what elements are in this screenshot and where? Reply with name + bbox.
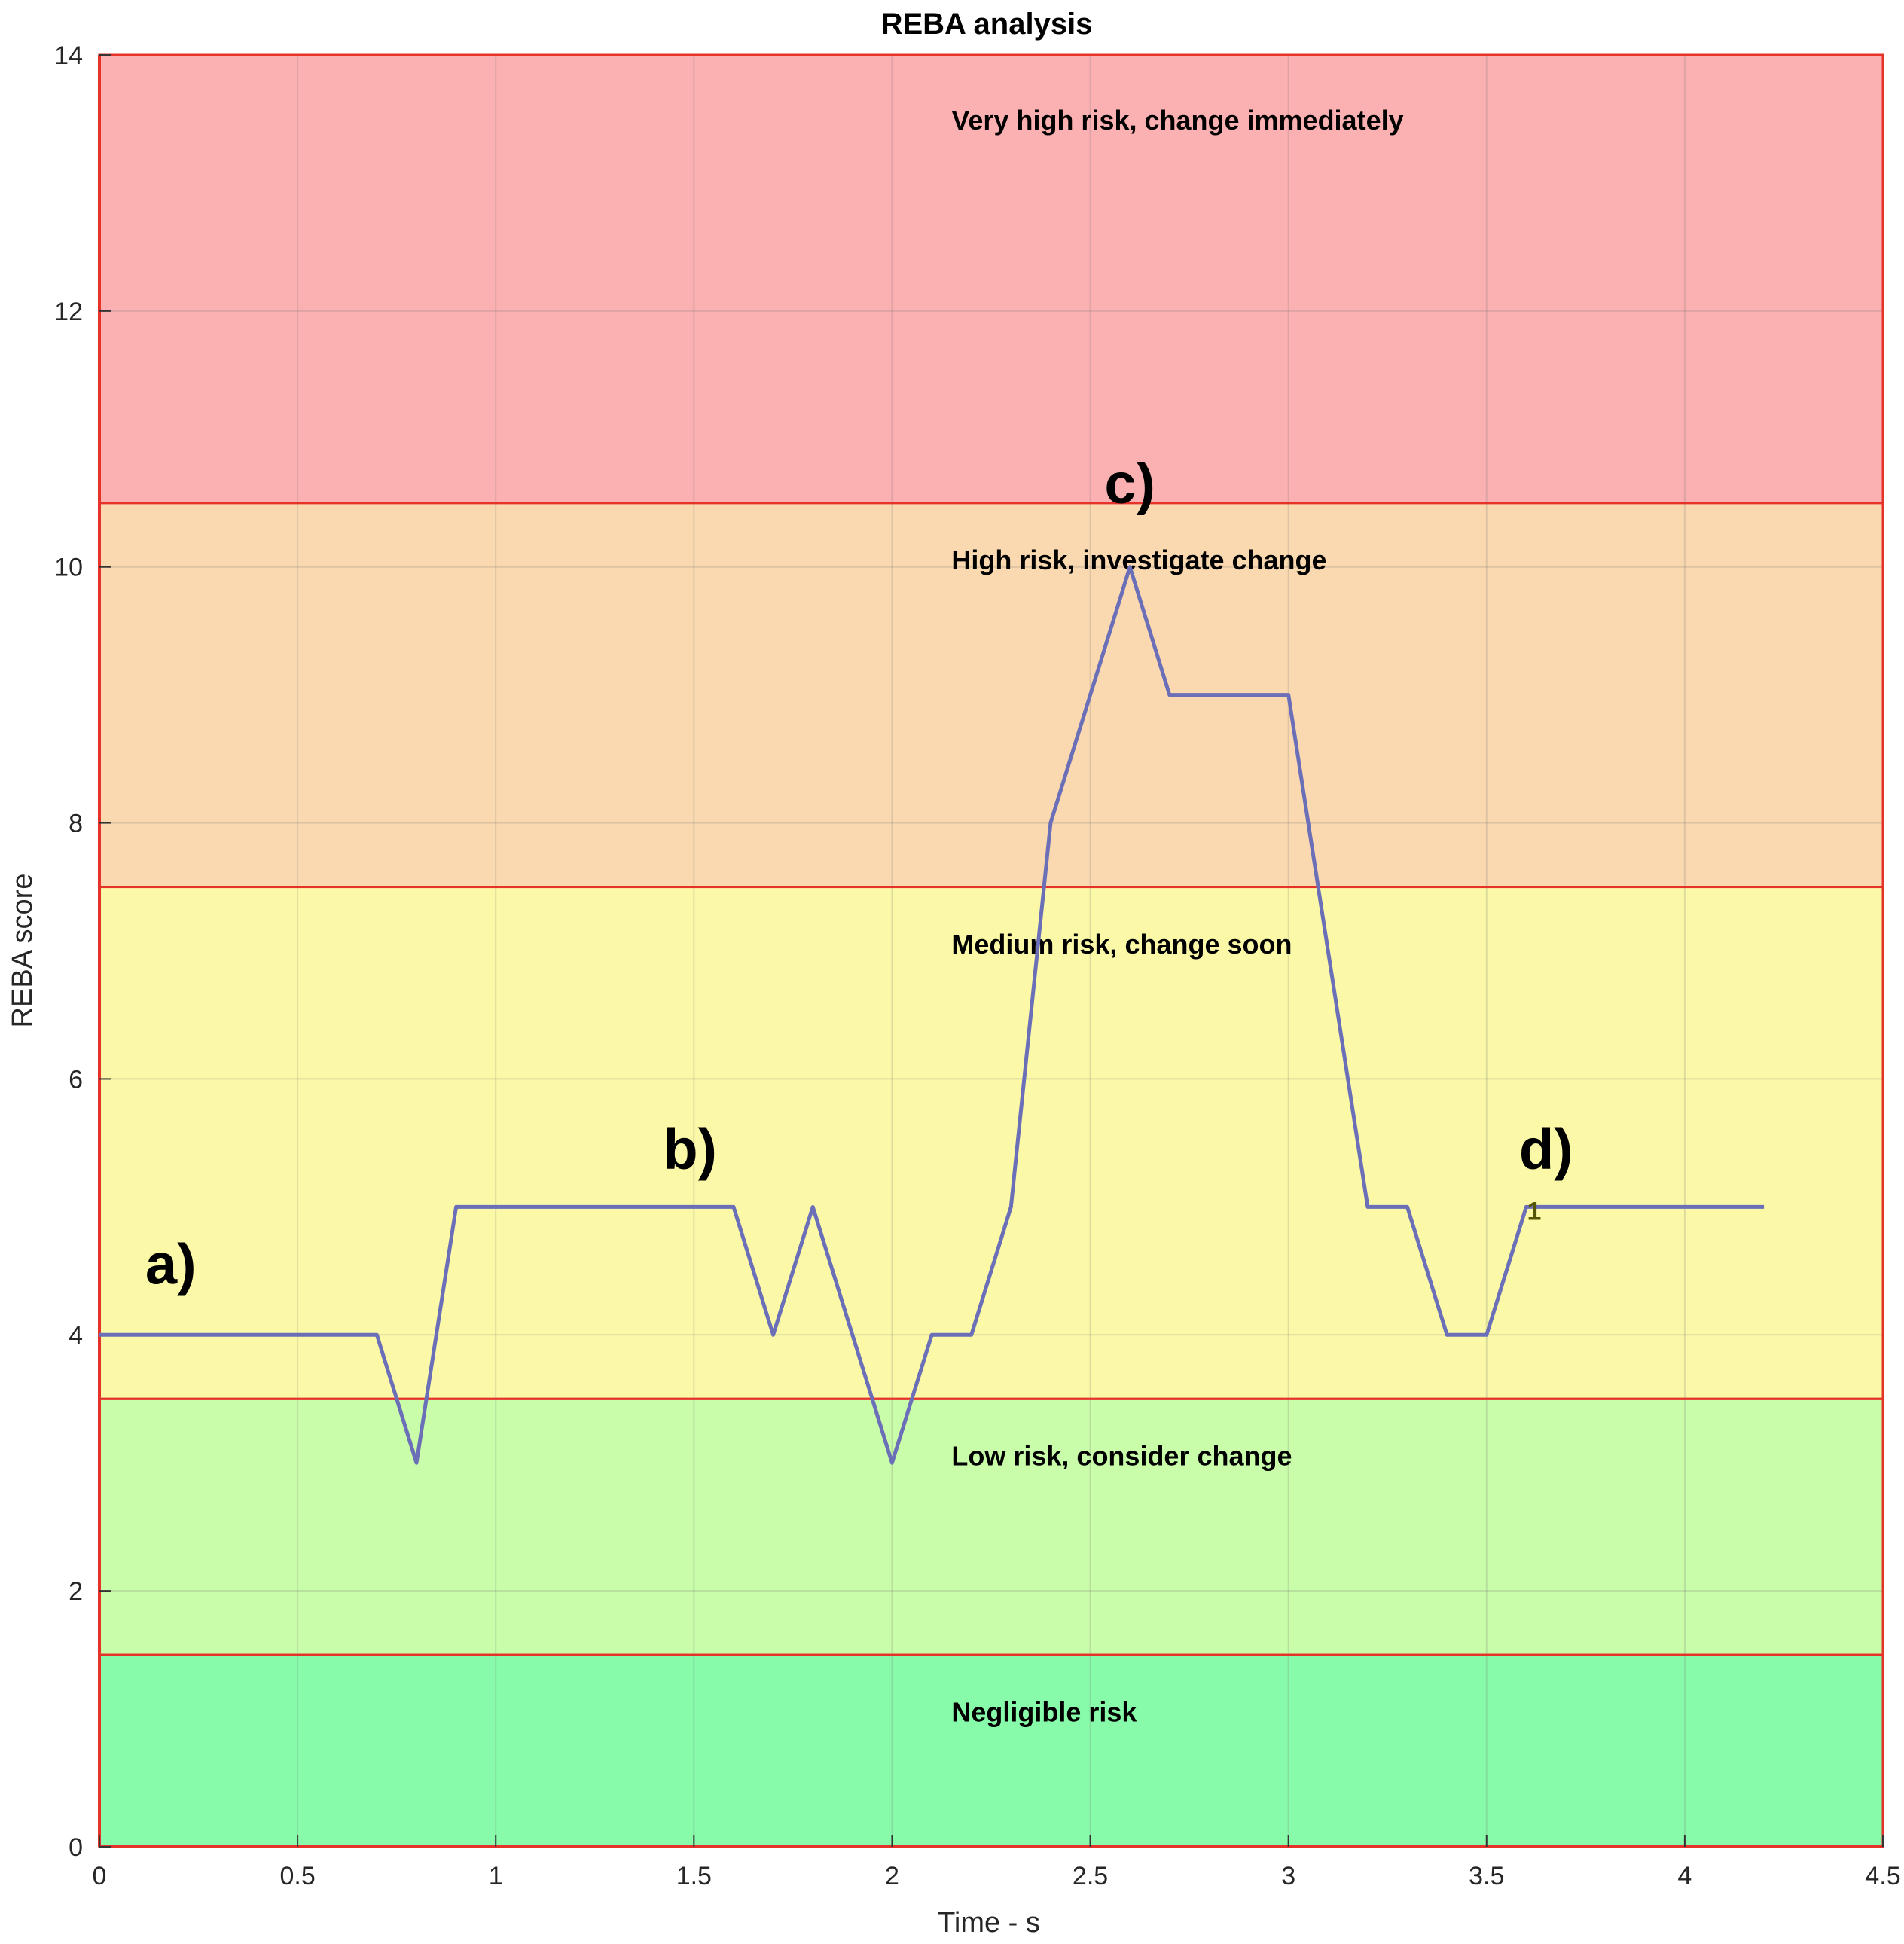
x-tick-label: 4.5 — [1865, 1862, 1900, 1891]
risk-zone — [99, 887, 1883, 1399]
y-tick-label: 12 — [54, 298, 83, 326]
risk-zone — [99, 502, 1883, 887]
x-axis-label: Time - s — [938, 1907, 1040, 1939]
y-tick-label: 14 — [54, 41, 83, 70]
series-layer — [99, 565, 1765, 1465]
annotations: a) b) c) d) 1 — [145, 452, 1573, 1297]
x-tick-labels: 0 0.5 1 1.5 2 2.5 3 3.5 4 4.5 — [93, 1862, 1901, 1891]
zone-label: Very high risk, change immediately — [951, 105, 1403, 136]
x-tick-label: 4 — [1677, 1862, 1692, 1891]
x-tick-label: 0.5 — [279, 1862, 315, 1891]
x-tick-label: 2.5 — [1073, 1862, 1108, 1891]
x-tick-label: 3.5 — [1469, 1862, 1504, 1891]
zone-label: Negligible risk — [951, 1697, 1137, 1728]
y-tick-labels: 0 2 4 6 8 10 12 14 — [54, 41, 83, 1862]
x-tick-label: 0 — [93, 1862, 107, 1891]
x-tick-label: 1.5 — [676, 1862, 712, 1891]
axes — [98, 54, 1884, 1848]
y-axis-label: REBA score — [7, 874, 38, 1028]
annotation-label: c) — [1104, 452, 1155, 516]
small-annotation-label: 1 — [1527, 1197, 1541, 1225]
annotation-label: a) — [145, 1232, 197, 1296]
annotation-label: d) — [1519, 1117, 1573, 1181]
reba-score-line — [99, 565, 1765, 1465]
y-tick-label: 2 — [69, 1577, 83, 1606]
zone-label: High risk, investigate change — [951, 545, 1326, 575]
chart-title: REBA analysis — [881, 8, 1093, 41]
y-tick-label: 8 — [69, 810, 83, 838]
x-tick-label: 3 — [1281, 1862, 1295, 1891]
y-tick-label: 10 — [54, 554, 83, 582]
y-tick-label: 4 — [69, 1321, 83, 1350]
zone-labels: Negligible risk Low risk, consider change… — [951, 105, 1403, 1728]
x-tick-label: 1 — [489, 1862, 503, 1891]
x-tick-label: 2 — [885, 1862, 899, 1891]
risk-zone — [99, 1655, 1883, 1847]
zone-label: Low risk, consider change — [951, 1441, 1292, 1472]
y-tick-label: 6 — [69, 1065, 83, 1094]
risk-zone — [99, 1399, 1883, 1656]
risk-zones — [99, 55, 1883, 1847]
annotation-label: b) — [663, 1117, 717, 1181]
y-tick-label: 0 — [69, 1833, 83, 1862]
risk-zone — [99, 55, 1883, 503]
zone-label: Medium risk, change soon — [951, 929, 1292, 960]
